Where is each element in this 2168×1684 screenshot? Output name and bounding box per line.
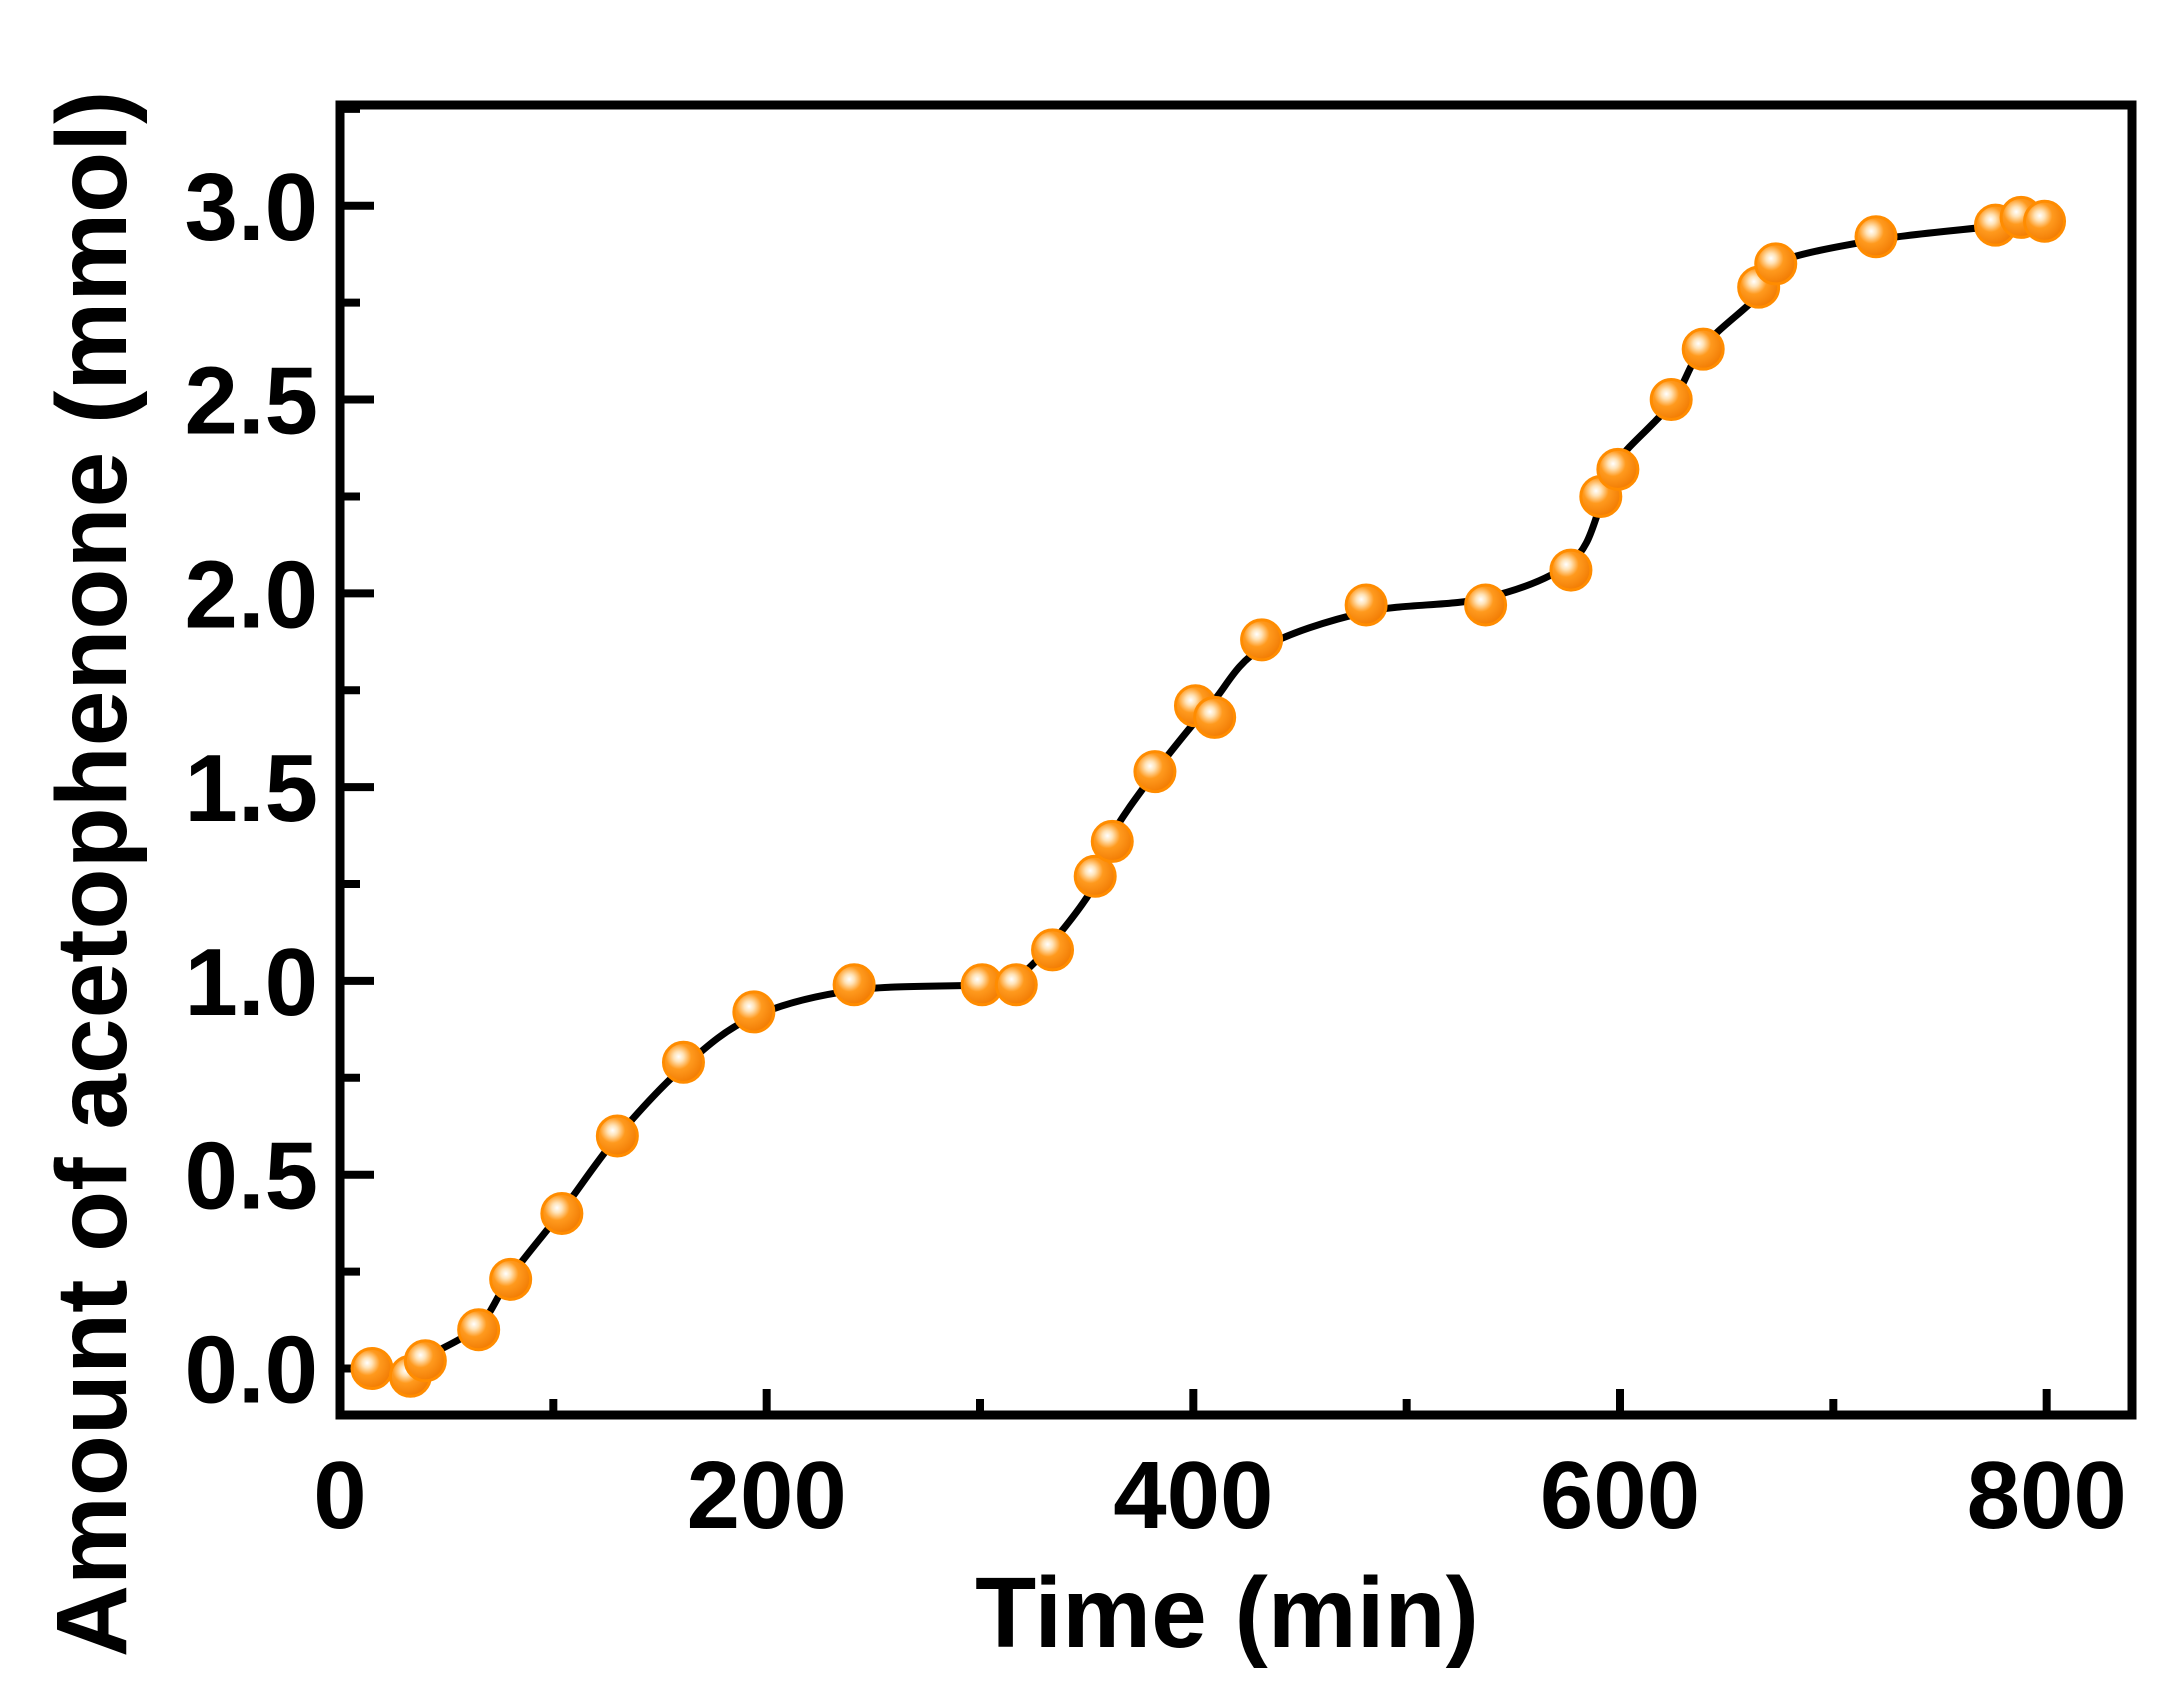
x-axis-title: Time (min) [975,1557,1479,1669]
data-point [732,990,776,1034]
data-point [540,1191,584,1235]
data-point [661,1040,705,1084]
data-point [1073,854,1117,898]
y-tick-label: 0.0 [185,1316,318,1423]
data-point [1549,548,1593,592]
y-axis-title: Amount of acetophenone (mmol) [36,91,148,1658]
data-point [350,1346,394,1390]
data-point [1854,215,1898,259]
data-point [1344,583,1388,627]
data-point [994,963,1038,1007]
x-tick-label: 200 [687,1442,847,1549]
data-point [1754,242,1798,286]
data-point [1133,750,1177,794]
x-tick-label: 400 [1113,1442,1273,1549]
y-tick-label: 3.0 [185,154,318,261]
data-point [1240,618,1284,662]
y-tick-label: 2.0 [185,541,318,648]
x-tick-label: 800 [1967,1442,2127,1549]
y-tick-label: 1.5 [185,735,318,842]
series-fit-line [368,215,2048,1375]
data-point [1464,583,1508,627]
data-point [2023,199,2067,243]
plot-area: 0 200 400 600 800 0.0 0.5 1.0 1.5 2.0 2.5 3.0 [185,100,2137,1549]
x-tick-label: 600 [1540,1442,1700,1549]
data-point [1193,695,1237,739]
data-point [1681,327,1725,371]
data-point [1090,819,1134,863]
x-tick-label: 0 [313,1442,366,1549]
data-point [403,1339,447,1383]
data-point [1649,378,1693,422]
y-tick-label: 0.5 [185,1123,318,1230]
y-tick-label: 2.5 [185,348,318,455]
data-point [489,1257,533,1301]
data-point [1031,928,1075,972]
data-point [595,1114,639,1158]
data-point [1596,447,1640,491]
data-point [457,1308,501,1352]
plot-frame [335,100,2137,1420]
y-tick-label: 1.0 [185,929,318,1036]
data-point [832,963,876,1007]
